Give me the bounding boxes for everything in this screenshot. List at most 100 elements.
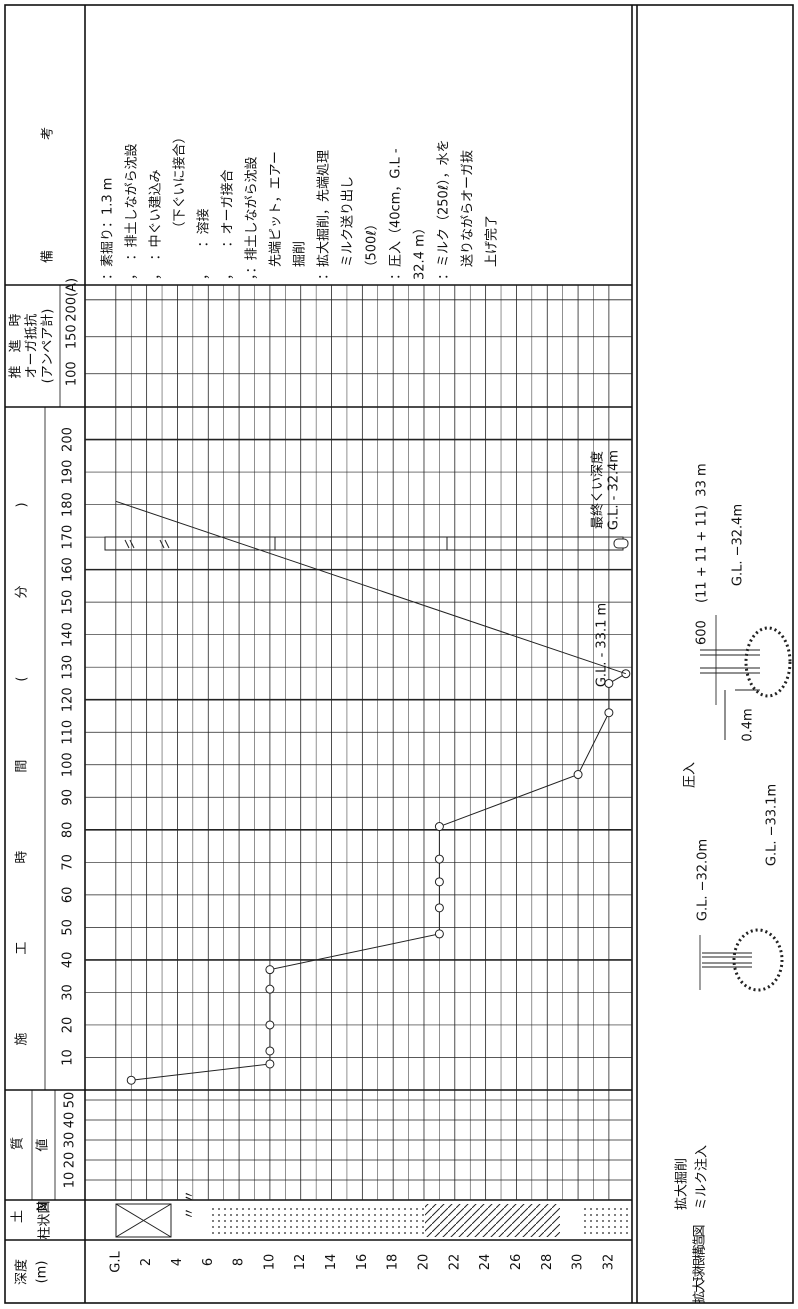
point [126,1075,136,1085]
y-tick-label: 140 [61,622,76,647]
y-tick-label: 70 [61,854,76,871]
remark-line: 掘削 [293,241,308,280]
push-tick-label: 200(A) [65,278,80,322]
remark-line: ：拡大掘削，先端処理 [317,150,332,280]
x-tick-label: 8 [232,1258,247,1266]
x-tick-label: 26 [509,1254,524,1271]
y-tick-label: 190 [61,460,76,485]
remark-line: ミルク送り出し [341,176,356,280]
x-tick-label: 10 [262,1254,277,1271]
extraction-line [115,500,626,675]
bulb-spec: 600 (11 + 11 + 11) 33 m [695,463,710,645]
x-tick-label: 12 [293,1254,308,1271]
point [265,965,275,975]
point [604,708,614,718]
y-tick-label: 170 [61,525,76,550]
annotation: G.L. - 32.4m [607,450,622,530]
n-tick-label: 20 [63,1152,78,1169]
remark-line: ：ミルク（250ℓ），水を [437,139,452,280]
remark-line: （500ℓ） [365,217,380,280]
n-label: N値 [35,1089,51,1212]
point [434,877,444,887]
x-tick-label: 6 [201,1258,216,1266]
remark-line: ，：排土しながら沈設 [244,156,260,280]
bulb-step: 拡大掘削 [675,1158,690,1210]
bulb-step: ミルク注入 [695,1145,710,1210]
point [265,1059,275,1069]
y-tick-label: 40 [61,952,76,969]
bulb-depth: G.L. −33.1m [765,784,780,866]
remark-line: 先端ピット，エアー [269,151,284,280]
n-tick-label: 40 [63,1112,78,1129]
point [265,984,275,994]
remark-line: ， ：オーガ接合 [220,169,236,280]
x-tick-label: 24 [478,1254,493,1271]
n-tick-label: 50 [63,1092,78,1109]
y-tick-label: 130 [61,655,76,680]
y-axis-label: 施工時間(分) [15,424,30,1045]
point [434,929,444,939]
point [434,903,444,913]
x-tick-label: 4 [170,1258,185,1266]
x-tick-label: 14 [324,1254,339,1271]
y-tick-label: 100 [61,752,76,777]
y-tick-label: 30 [61,984,76,1001]
y-tick-label: 60 [61,887,76,904]
y-tick-label: 10 [61,1049,76,1066]
push-header: 推 進 時 [9,313,24,378]
soil-column: 〃 〃 [115,1190,628,1238]
point [265,1046,275,1056]
y-tick-label: 150 [61,590,76,615]
y-tick-label: 200 [61,427,76,452]
column-label: 柱状図 [38,1200,53,1239]
x-tick-label: 30 [571,1254,586,1271]
remark-line: 32.4 m） [413,221,428,280]
bulb-depth: G.L. −32.0m [696,839,711,921]
y-tick-label: 20 [61,1017,76,1034]
point [265,1020,275,1030]
remarks-header: 備考 [40,17,56,263]
progress-line [131,673,627,1081]
x-tick-label: 22 [447,1254,462,1271]
bulb-depth: 0.4m [741,708,756,741]
remark-line: 上げ完了 [485,215,500,280]
y-tick-label: 160 [61,557,76,582]
bulb-drawings [699,615,792,992]
pile [104,536,629,551]
point [434,822,444,832]
svg-text:〃 〃: 〃 〃 [183,1190,198,1220]
point [604,678,614,688]
section-lines [5,5,638,1303]
y-tick-label: 180 [61,492,76,517]
x-tick-label: 16 [355,1254,370,1271]
remark-line: ：圧入（40cm，G.L - [389,148,404,280]
outer-frame [4,4,794,1304]
x-axis-label: (m) [35,1261,50,1284]
push-header: オーガ抵抗 [25,313,40,378]
n-section-label: 土質 [11,1077,26,1223]
y-tick-label: 110 [61,720,76,745]
y-tick-label: 80 [61,822,76,839]
n-tick-label: 10 [63,1172,78,1189]
x-tick-label: 18 [386,1254,401,1271]
point [434,854,444,864]
remark-line: （下ぐいに接合） [172,130,188,280]
x-axis-label: 深度 [14,1259,30,1285]
x-tick-label: 2 [139,1258,154,1266]
push-tick-label: 150 [65,324,80,349]
remark-line: ：素掘り：1.3 m [101,178,116,280]
y-tick-label: 50 [61,919,76,936]
annotation: 最終くい深度 [590,451,606,529]
push-tick-label: 100 [65,361,80,386]
point [573,770,583,780]
remark-line: ， ：中ぐい建込み [149,169,164,280]
remark-line: ， ：溶接 [196,208,212,280]
x-tick-label: 28 [540,1254,555,1271]
annotation: G.L. - 33.1 m [595,603,610,687]
bulb-header: 拡大球根構造図 [693,1226,708,1304]
remark-line: ， ：排土しながら沈設 [124,143,140,280]
push-header: (アンペア計) [40,309,56,384]
bulb-depth: G.L. −32.4m [731,504,746,586]
